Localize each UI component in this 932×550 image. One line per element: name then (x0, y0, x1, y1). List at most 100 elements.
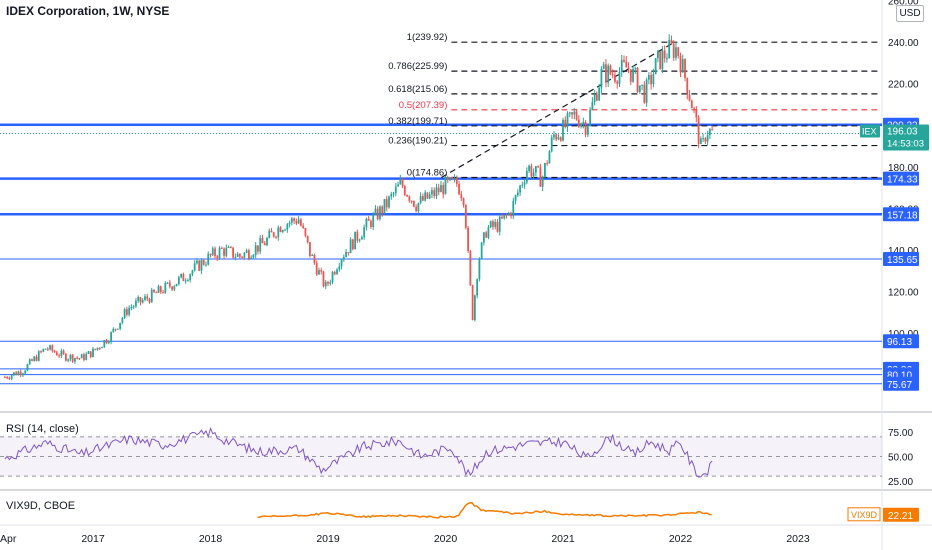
candle-body (345, 251, 347, 258)
candle-body (116, 328, 119, 330)
candle-body (392, 193, 395, 195)
candle-body (123, 309, 126, 318)
candle-body (647, 75, 650, 80)
candle-body (261, 238, 264, 244)
candle-body (157, 286, 160, 293)
candle-body (417, 202, 420, 212)
candle-body (200, 260, 203, 271)
candle-body (397, 184, 399, 187)
level-price-label: 135.65 (887, 255, 918, 266)
level-price-label: 174.33 (887, 175, 918, 186)
candle-body (690, 100, 693, 109)
candle-body (96, 347, 99, 350)
candle-body (401, 179, 404, 187)
candle-body (706, 135, 709, 142)
candle-body (148, 298, 151, 303)
candle-body (460, 194, 463, 199)
candle-body (121, 317, 124, 323)
candle-body (168, 282, 171, 287)
candle-body (390, 194, 393, 197)
candle-body (609, 65, 612, 75)
candle-body (49, 345, 51, 350)
candle-body (266, 237, 268, 246)
candle-body (101, 346, 103, 349)
candle-body (358, 239, 361, 241)
candle-body (229, 246, 232, 248)
candle-body (661, 50, 664, 69)
candle-body (26, 364, 29, 371)
candle-body (252, 255, 255, 258)
candle-body (320, 270, 323, 272)
candle-body (492, 221, 494, 227)
candle-body (415, 206, 418, 212)
candle-body (55, 352, 58, 356)
candle-body (559, 137, 562, 141)
candle-body (268, 230, 271, 238)
candle-body (336, 269, 338, 275)
candle-body (71, 354, 74, 362)
candle-body (89, 351, 92, 358)
time-axis-label: 2017 (81, 533, 105, 545)
currency-badge[interactable]: USD (896, 5, 924, 22)
candle-body (489, 221, 492, 228)
candle-body (449, 177, 451, 181)
candle-body (15, 372, 18, 376)
candle-body (607, 65, 610, 83)
candle-body (625, 61, 628, 68)
candle-body (202, 260, 205, 265)
candle-body (399, 179, 402, 185)
rsi-line (4, 426, 713, 478)
candle-body (311, 254, 314, 256)
candle-body (184, 280, 187, 282)
candle-body (293, 218, 296, 221)
candle-body (137, 297, 140, 301)
candle-body (340, 259, 343, 267)
candle-body (286, 224, 289, 230)
candle-body (367, 218, 370, 221)
candle-body (383, 199, 386, 214)
candle-body (351, 239, 354, 250)
candle-body (485, 232, 488, 238)
candle-body (182, 273, 185, 282)
level-price-label: 96.13 (887, 337, 912, 348)
candle-body (218, 247, 221, 259)
candle-body (704, 138, 707, 142)
candle-body (614, 74, 616, 82)
rsi-tick-label: 75.00 (888, 428, 913, 439)
candle-body (370, 220, 372, 227)
candle-body (451, 177, 454, 179)
candle-body (171, 286, 173, 290)
candle-body (277, 227, 280, 238)
price-tick-label: 220.00 (888, 80, 919, 91)
candle-body (270, 230, 273, 233)
candle-body (525, 170, 528, 183)
candle-body (288, 222, 291, 225)
candle-body (250, 257, 253, 259)
candle-body (544, 163, 546, 177)
candle-body (112, 328, 115, 333)
candle-body (496, 222, 499, 232)
candle-body (433, 190, 436, 197)
candle-body (666, 58, 668, 60)
candle-body (119, 322, 122, 329)
candle-body (220, 247, 223, 249)
candle-body (440, 185, 442, 193)
candle-body (374, 208, 377, 215)
candle-body (248, 250, 250, 259)
vix-symbol-label: VIX9D (851, 510, 878, 520)
bar-countdown: 14:53:03 (887, 138, 924, 149)
fib-level-label: 0.382(199.71) (388, 116, 447, 127)
candle-body (42, 348, 45, 352)
candle-body (313, 254, 316, 264)
candle-body (534, 166, 537, 173)
candle-body (177, 277, 180, 284)
candle-body (191, 270, 194, 275)
candle-body (385, 199, 388, 208)
candle-body (62, 350, 65, 354)
candle-body (214, 248, 216, 257)
candle-body (315, 263, 318, 275)
candle-body (342, 257, 345, 260)
candle-body (241, 256, 244, 258)
candle-body (557, 137, 560, 140)
